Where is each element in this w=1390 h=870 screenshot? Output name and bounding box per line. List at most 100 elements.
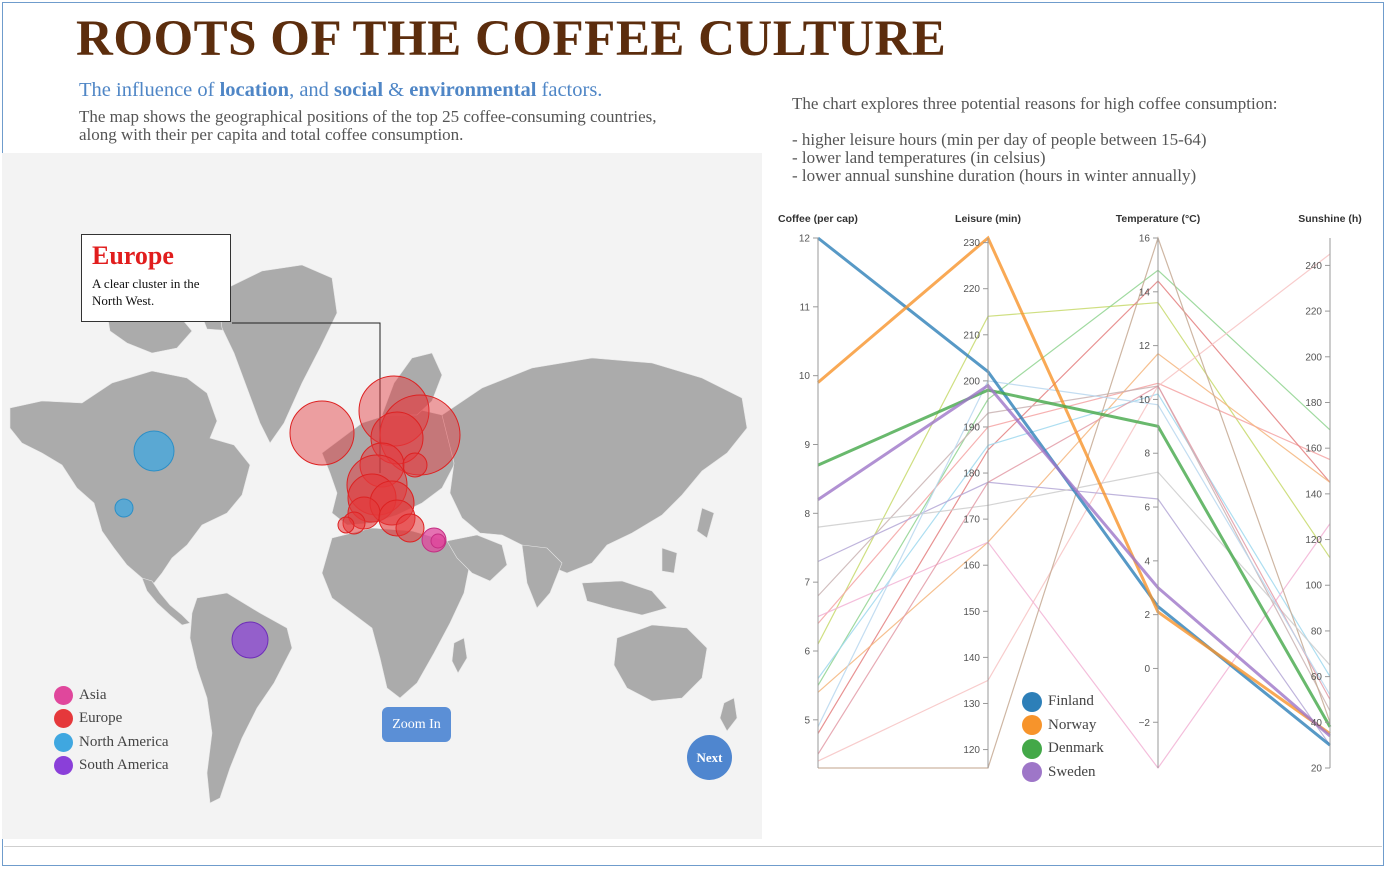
tick-label: 120	[1305, 535, 1322, 546]
legend-swatch	[54, 709, 73, 729]
tick-label: 40	[1311, 718, 1323, 729]
tick-label: 150	[963, 607, 980, 618]
axis-title: Coffee (per cap)	[778, 213, 858, 225]
tick-label: 180	[1305, 398, 1322, 409]
legend-item-sweden[interactable]: Sweden	[1022, 761, 1104, 785]
legend-item-north-america[interactable]: North America	[54, 731, 169, 754]
tick-label: 140	[1305, 489, 1322, 500]
parallel-coordinates-svg: Coffee (per cap) 5 6 7 8 9 10 11 12 Leisure (min)…	[778, 213, 1362, 775]
legend-swatch	[1022, 691, 1042, 712]
world-map[interactable]	[2, 153, 762, 839]
chart-intro: The chart explores three potential reaso…	[792, 95, 1277, 185]
arabia-landmass	[446, 534, 508, 582]
tick-label: 160	[1305, 444, 1322, 455]
legend-item-europe[interactable]: Europe	[54, 707, 169, 730]
tick-label: 8	[1144, 449, 1150, 460]
series-line	[818, 236, 1331, 769]
legend-item-denmark[interactable]: Denmark	[1022, 737, 1104, 761]
intro-bullet: - higher leisure hours (min per day of p…	[792, 130, 1207, 149]
axis-title: Sunshine (h)	[1298, 213, 1362, 225]
tick-label: 6	[804, 646, 810, 657]
tick-label: 230	[963, 238, 980, 249]
axis-title: Leisure (min)	[955, 213, 1021, 225]
tick-label: 60	[1311, 672, 1323, 683]
tick-label: 220	[1305, 307, 1322, 318]
page-title: ROOTS OF THE COFFEE CULTURE	[76, 11, 947, 67]
zoom-in-button[interactable]: Zoom In	[382, 707, 451, 742]
country-bubble[interactable]	[337, 516, 355, 534]
india-landmass	[521, 544, 563, 609]
tick-label: 4	[1144, 556, 1150, 567]
tick-label: 130	[963, 699, 980, 710]
world-map-panel[interactable]: Europe A clear cluster in the North West…	[2, 153, 762, 839]
tick-label: 2	[1144, 610, 1150, 621]
country-bubble[interactable]	[395, 513, 425, 543]
legend-swatch	[1022, 715, 1042, 736]
north-america-landmass	[9, 370, 251, 584]
legend-item-south-america[interactable]: South America	[54, 754, 169, 777]
tick-label: 100	[1305, 581, 1322, 592]
series-line	[817, 382, 1331, 624]
highlighted-series-line	[817, 383, 1331, 738]
tick-label: 120	[963, 745, 980, 756]
legend-item-finland[interactable]: Finland	[1022, 690, 1104, 714]
tick-label: 9	[804, 440, 810, 451]
country-bubble[interactable]	[133, 430, 175, 472]
tick-label: 140	[963, 653, 980, 664]
country-bubbles[interactable]	[114, 375, 461, 659]
series-line	[817, 385, 1331, 712]
annotation-text: A clear cluster in the North West.	[92, 276, 200, 308]
tick-label: 8	[804, 509, 810, 520]
legend-item-norway[interactable]: Norway	[1022, 714, 1104, 738]
series-line	[817, 523, 1331, 770]
parallel-coordinates-chart: Coffee (per cap) 5 6 7 8 9 10 11 12 Leisure (min)…	[770, 200, 1380, 785]
legend-swatch	[54, 686, 73, 706]
series-line	[817, 301, 1331, 645]
tick-label: 7	[804, 578, 810, 589]
legend-item-asia[interactable]: Asia	[54, 684, 169, 707]
tick-label: 12	[799, 234, 811, 245]
series-line	[817, 380, 1331, 727]
series-line	[817, 269, 1331, 686]
series-line	[817, 253, 1331, 762]
tick-label: 220	[963, 284, 980, 295]
greenland-landmass	[216, 264, 338, 444]
tick-label: 14	[1139, 287, 1151, 298]
intro-bullet: - lower land temperatures (in celsius)	[792, 148, 1046, 167]
country-bubble[interactable]	[402, 452, 428, 478]
country-bubble[interactable]	[114, 498, 134, 518]
tick-label: 200	[1305, 352, 1322, 363]
annotation-title: Europe	[92, 241, 174, 270]
page-subtitle: The influence of location, and social & …	[79, 79, 603, 101]
bottom-divider	[4, 846, 1382, 847]
tick-label: 5	[804, 715, 810, 726]
intro-lead: The chart explores three potential reaso…	[792, 94, 1278, 113]
tick-label: 20	[1311, 764, 1323, 775]
tick-label: 0	[1144, 664, 1150, 675]
tick-label: 16	[1139, 234, 1151, 245]
tick-label: 190	[963, 422, 980, 433]
series-line	[817, 385, 1331, 755]
tick-label: 240	[1305, 261, 1322, 272]
region-annotation: Europe A clear cluster in the North West…	[81, 234, 231, 322]
tick-label: 6	[1144, 503, 1150, 514]
tick-label: 10	[1139, 395, 1151, 406]
highlighted-series-line	[817, 235, 1331, 735]
country-bubble[interactable]	[430, 533, 446, 549]
series-line	[817, 280, 1331, 734]
axis-title: Temperature (°C)	[1116, 213, 1201, 225]
chart-legend: Finland Norway Denmark Sweden	[1022, 690, 1104, 784]
tick-label: 11	[800, 302, 811, 313]
series-line	[817, 393, 1331, 679]
country-bubble[interactable]	[289, 400, 355, 466]
tick-label: 160	[963, 561, 980, 572]
tick-label: 12	[1139, 341, 1151, 352]
map-legend: Asia Europe North America South America	[54, 684, 169, 777]
next-button[interactable]: Next	[687, 735, 732, 780]
africa-landmass	[321, 527, 471, 699]
highlighted-series-line	[817, 388, 1332, 728]
country-bubble[interactable]	[231, 621, 269, 659]
tick-label: 170	[963, 515, 980, 526]
tick-label: −2	[1139, 718, 1151, 729]
central-america-landmass	[141, 577, 191, 626]
